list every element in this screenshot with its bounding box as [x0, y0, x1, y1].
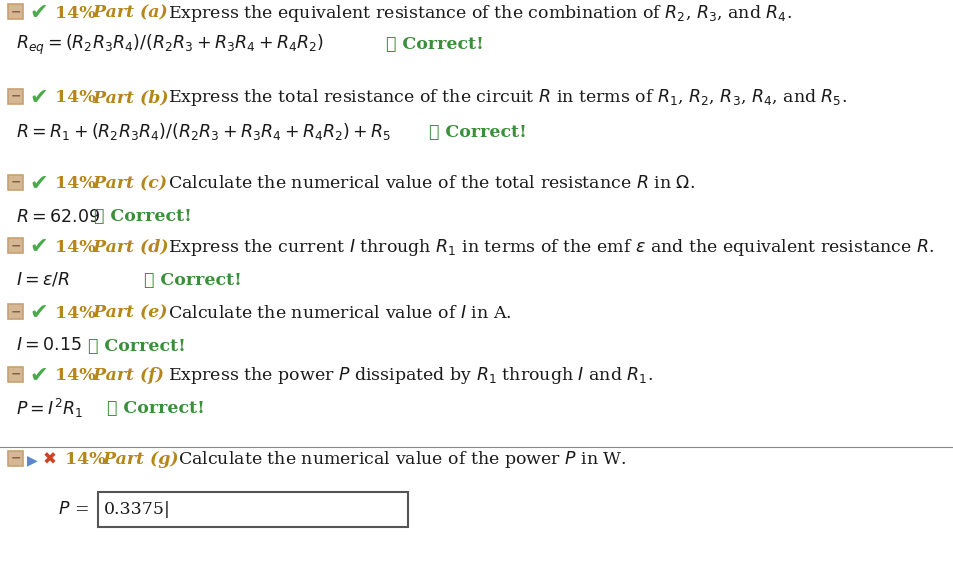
Text: −: −: [10, 90, 21, 103]
Bar: [8, 4, 23, 19]
Text: ✔: ✔: [29, 174, 48, 194]
Text: −: −: [10, 452, 21, 465]
Text: $I = \varepsilon/R$: $I = \varepsilon/R$: [16, 271, 70, 289]
Text: Calculate the numerical value of the power $P$ in W.: Calculate the numerical value of the pow…: [167, 449, 626, 470]
Text: ✔ Correct!: ✔ Correct!: [107, 400, 204, 417]
Text: ✔ Correct!: ✔ Correct!: [429, 123, 526, 140]
Text: 14%: 14%: [49, 175, 95, 192]
Text: $I = 0.15$: $I = 0.15$: [16, 337, 82, 354]
Text: 14%: 14%: [59, 452, 106, 469]
Text: −: −: [10, 305, 21, 318]
Text: Part (d): Part (d): [87, 238, 169, 255]
Text: −: −: [10, 176, 21, 189]
Text: Calculate the numerical value of the total resistance $R$ in $\Omega$.: Calculate the numerical value of the tot…: [157, 175, 695, 192]
Text: $R = 62.09$: $R = 62.09$: [16, 208, 100, 225]
Text: ✔: ✔: [29, 366, 48, 386]
Text: Part (e): Part (e): [87, 305, 168, 321]
Text: −: −: [10, 239, 21, 252]
Text: −: −: [10, 368, 21, 381]
Bar: [8, 451, 23, 466]
Text: 14%: 14%: [49, 367, 95, 384]
Bar: [98, 492, 408, 527]
Text: $R = R_1 + ( R_2 R_3 R_4 )/( R_2 R_3 + R_3 R_4 + R_4 R_2 ) + R_5$: $R = R_1 + ( R_2 R_3 R_4 )/( R_2 R_3 + R…: [16, 122, 391, 143]
Text: ▶: ▶: [27, 453, 37, 467]
Text: ✔ Correct!: ✔ Correct!: [88, 337, 186, 354]
Text: ✔ Correct!: ✔ Correct!: [94, 208, 192, 225]
Text: 14%: 14%: [49, 238, 95, 255]
Text: 14%: 14%: [49, 305, 95, 321]
Text: Part (g): Part (g): [97, 452, 178, 469]
Text: Express the current $I$ through $R_1$ in terms of the emf $\varepsilon$ and the : Express the current $I$ through $R_1$ in…: [157, 237, 933, 258]
Text: ✔: ✔: [29, 237, 48, 257]
Text: ✔ Correct!: ✔ Correct!: [385, 36, 483, 54]
Text: Part (b): Part (b): [87, 89, 169, 106]
Text: Part (c): Part (c): [87, 175, 167, 192]
Text: $P$ =: $P$ =: [58, 501, 89, 518]
Text: ✔: ✔: [29, 3, 48, 23]
Bar: [8, 367, 23, 382]
Bar: [8, 175, 23, 190]
Text: Express the total resistance of the circuit $R$ in terms of $R_1$, $R_2$, $R_3$,: Express the total resistance of the circ…: [157, 88, 846, 109]
Text: $P = I^2 R_1$: $P = I^2 R_1$: [16, 396, 83, 419]
Bar: [8, 89, 23, 104]
Bar: [8, 238, 23, 253]
Text: 14%: 14%: [49, 5, 95, 22]
Text: −: −: [10, 5, 21, 18]
Text: Part (f): Part (f): [87, 367, 164, 384]
Bar: [8, 304, 23, 319]
Text: Part (a): Part (a): [87, 5, 168, 22]
Text: Express the power $P$ dissipated by $R_1$ through $I$ and $R_1$.: Express the power $P$ dissipated by $R_1…: [157, 366, 652, 387]
Text: $R_{eq} = ( R_2 R_3 R_4 )/( R_2 R_3 + R_3 R_4 + R_4 R_2 )$: $R_{eq} = ( R_2 R_3 R_4 )/( R_2 R_3 + R_…: [16, 33, 324, 57]
Text: Calculate the numerical value of $I$ in A.: Calculate the numerical value of $I$ in …: [157, 305, 511, 321]
Text: ✔: ✔: [29, 303, 48, 323]
Text: ✔: ✔: [29, 88, 48, 108]
Text: 0.3375|: 0.3375|: [104, 501, 171, 518]
Text: 14%: 14%: [49, 89, 95, 106]
Text: Express the equivalent resistance of the combination of $R_2$, $R_3$, and $R_4$.: Express the equivalent resistance of the…: [157, 2, 791, 24]
Text: ✖: ✖: [43, 451, 57, 469]
Text: ✔ Correct!: ✔ Correct!: [144, 272, 241, 289]
